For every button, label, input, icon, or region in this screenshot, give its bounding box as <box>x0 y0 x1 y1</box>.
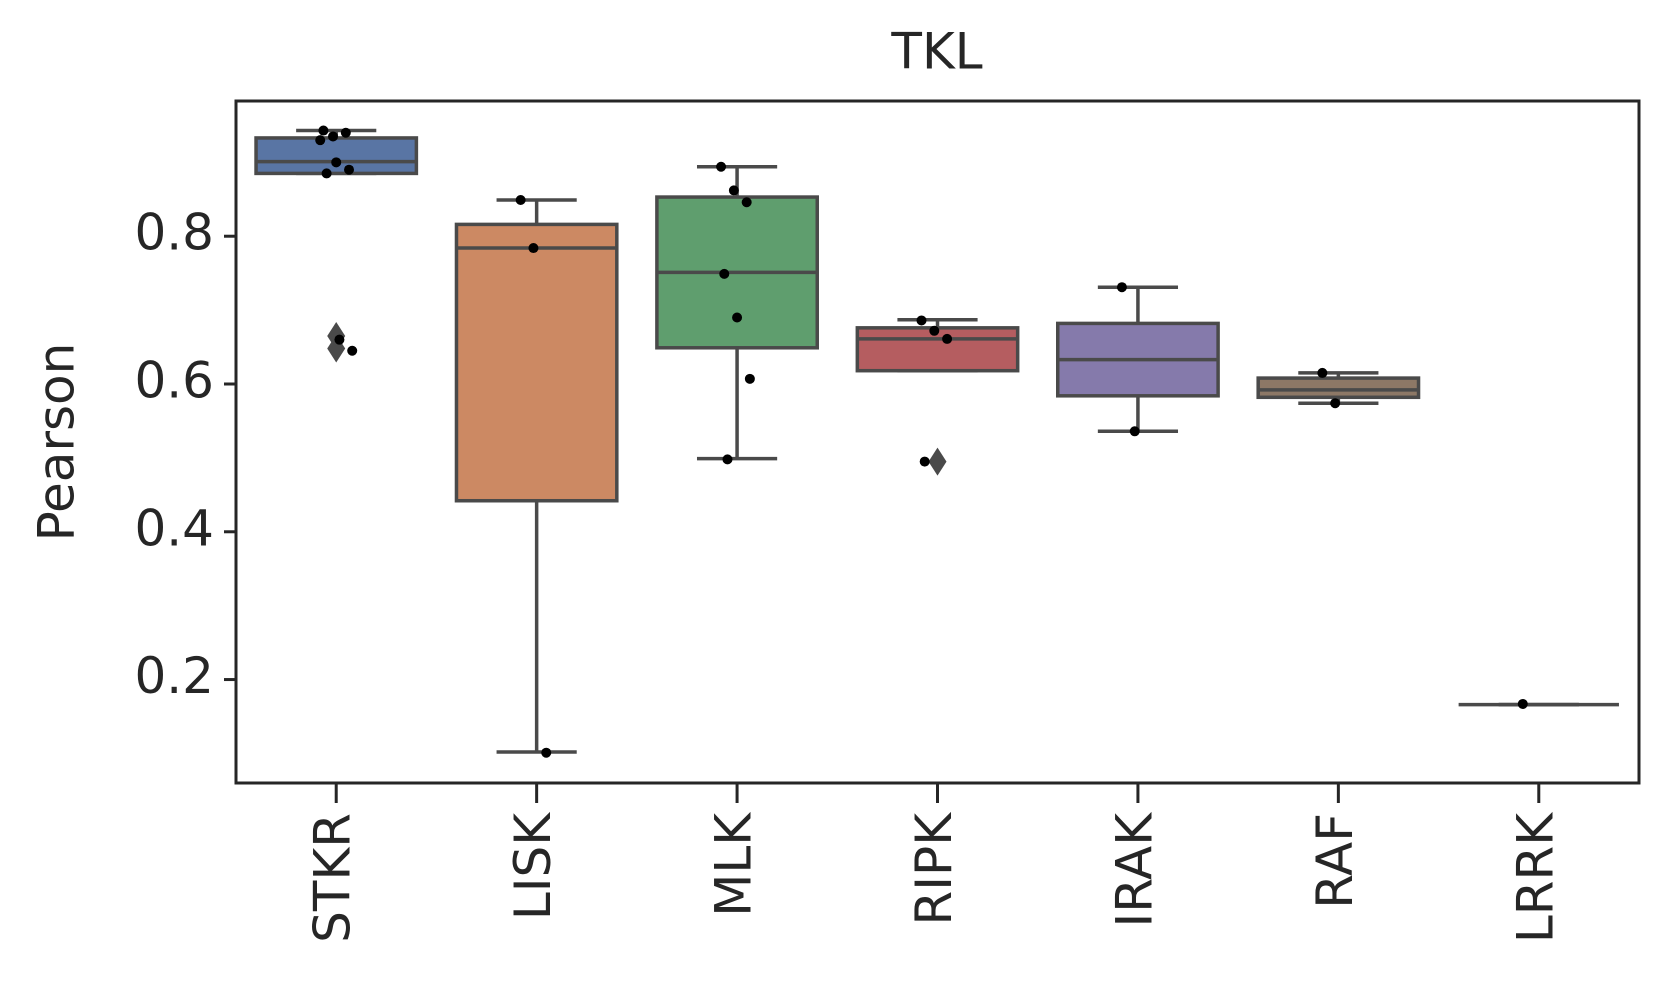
y-axis-label: Pearson <box>28 343 86 542</box>
data-point <box>719 268 730 279</box>
data-point <box>741 197 752 208</box>
data-point <box>328 131 339 142</box>
box <box>254 136 419 176</box>
x-tick-label: LRRK <box>1506 812 1564 943</box>
x-tick-label: MLK <box>705 812 763 917</box>
data-point <box>515 195 526 206</box>
data-point <box>315 135 326 146</box>
plot-frame <box>234 99 1641 785</box>
data-point <box>1317 367 1328 378</box>
y-tick-label: 0.4 <box>134 499 214 557</box>
chart-title: TKL <box>890 23 982 81</box>
data-point <box>334 334 345 345</box>
box <box>454 222 619 503</box>
data-point <box>528 243 539 254</box>
y-tick-label: 0.6 <box>134 351 214 409</box>
data-point <box>344 164 355 175</box>
y-tick-label: 0.2 <box>134 647 214 705</box>
y-tick-label: 0.8 <box>134 204 214 262</box>
data-point <box>722 454 733 465</box>
data-point <box>942 333 953 344</box>
x-tick-label: LISK <box>504 812 562 920</box>
data-point <box>916 315 927 326</box>
box <box>1256 376 1421 400</box>
data-point <box>321 168 332 179</box>
data-point <box>744 373 755 384</box>
flier <box>928 447 947 476</box>
data-point <box>347 345 358 356</box>
data-point <box>728 185 739 196</box>
x-tick-label: STKR <box>304 813 362 943</box>
x-tick-label: RAF <box>1306 813 1364 909</box>
data-point <box>1517 698 1528 709</box>
x-tick-label: IRAK <box>1105 812 1163 928</box>
data-point <box>318 125 329 136</box>
data-point <box>340 127 351 138</box>
data-point <box>331 157 342 168</box>
data-point <box>732 312 743 323</box>
data-point <box>716 161 727 172</box>
x-tick-label: RIPK <box>905 812 963 926</box>
data-point <box>1116 282 1127 293</box>
data-point <box>541 747 552 758</box>
data-point <box>1330 398 1341 409</box>
data-point <box>929 325 940 336</box>
data-point <box>1129 426 1140 437</box>
data-point <box>919 456 930 467</box>
